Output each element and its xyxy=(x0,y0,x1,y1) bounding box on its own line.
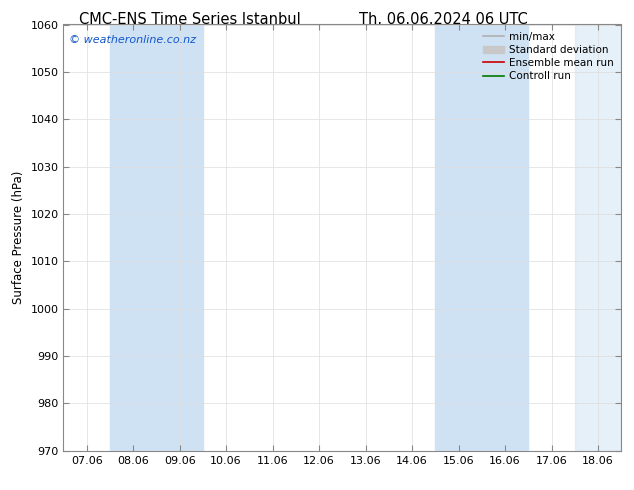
Bar xyxy=(575,24,621,451)
Bar xyxy=(436,24,528,451)
Text: © weatheronline.co.nz: © weatheronline.co.nz xyxy=(69,35,196,45)
Text: CMC-ENS Time Series Istanbul: CMC-ENS Time Series Istanbul xyxy=(79,12,301,27)
Legend: min/max, Standard deviation, Ensemble mean run, Controll run: min/max, Standard deviation, Ensemble me… xyxy=(479,27,618,85)
Bar xyxy=(110,24,203,451)
Y-axis label: Surface Pressure (hPa): Surface Pressure (hPa) xyxy=(12,171,25,304)
Text: Th. 06.06.2024 06 UTC: Th. 06.06.2024 06 UTC xyxy=(359,12,528,27)
